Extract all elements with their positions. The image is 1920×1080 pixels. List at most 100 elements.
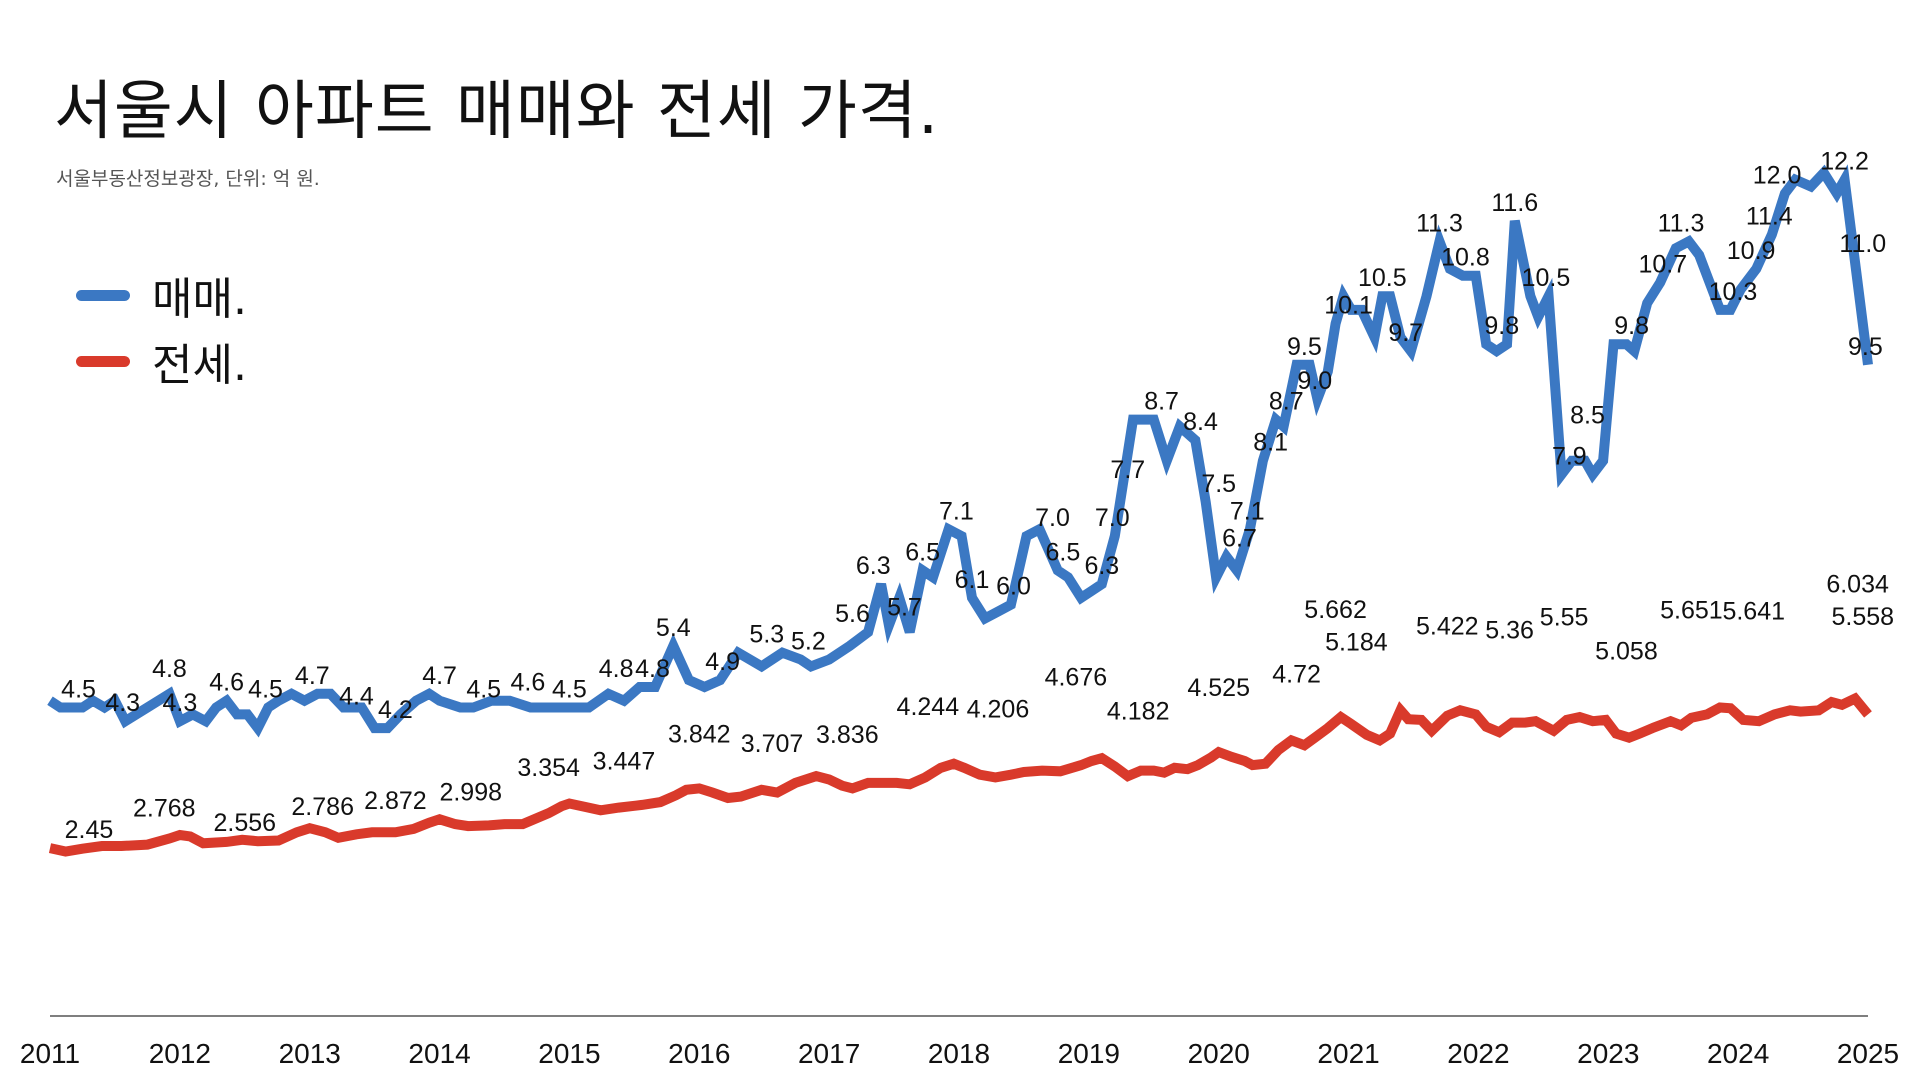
chart-title: 서울시 아파트 매매와 전세 가격.: [54, 75, 940, 149]
series-line-jeonse: [48, 692, 1872, 857]
data-label-sale: 5.7: [887, 593, 922, 621]
legend: 매매. 전세.: [76, 262, 247, 394]
data-label-jeonse: 3.354: [517, 754, 580, 782]
data-label-sale: 4.7: [422, 662, 457, 690]
data-label-sale: 4.9: [705, 648, 740, 676]
data-label-sale: 4.3: [105, 689, 140, 717]
data-label-sale: 7.7: [1110, 456, 1145, 484]
x-tick-label: 2024: [1707, 1038, 1769, 1069]
data-label-sale: 5.3: [749, 621, 784, 649]
data-label-sale: 4.5: [466, 676, 501, 704]
data-label-sale: 8.7: [1144, 388, 1179, 416]
data-label-jeonse: 4.244: [897, 693, 960, 721]
x-tick-label: 2019: [1058, 1038, 1120, 1069]
data-label-jeonse: 3.836: [816, 721, 879, 749]
data-label-jeonse: 3.447: [593, 748, 656, 776]
data-label-sale: 10.1: [1324, 292, 1373, 320]
data-label-sale: 4.4: [339, 682, 374, 710]
data-label-jeonse: 5.662: [1304, 596, 1367, 624]
data-label-sale: 10.3: [1709, 278, 1758, 306]
data-label-sale: 4.6: [510, 669, 545, 697]
data-label-sale: 4.8: [635, 655, 670, 683]
data-label-sale: 6.5: [905, 538, 940, 566]
x-tick-label: 2015: [538, 1038, 600, 1069]
data-label-jeonse: 2.998: [439, 778, 502, 806]
data-label-sale: 11.3: [1658, 209, 1705, 237]
x-tick-label: 2022: [1447, 1038, 1509, 1069]
data-label-sale: 4.3: [162, 689, 197, 717]
data-label-sale: 9.7: [1388, 319, 1423, 347]
data-label-sale: 9.8: [1614, 312, 1649, 340]
x-tick-label: 2016: [668, 1038, 730, 1069]
data-label-sale: 6.3: [856, 552, 891, 580]
data-label-jeonse: 2.872: [364, 787, 427, 815]
data-label-sale: 8.4: [1183, 408, 1218, 436]
chart-subtitle: 서울부동산정보광장, 단위: 억 원.: [56, 168, 320, 190]
data-label-sale: 6.3: [1084, 552, 1119, 580]
data-label-jeonse: 3.842: [668, 721, 731, 749]
data-label-jeonse: 5.55: [1540, 604, 1589, 632]
data-label-sale: 4.6: [209, 669, 244, 697]
data-label-sale: 12.2: [1820, 148, 1869, 176]
data-label-jeonse: 5.641: [1722, 597, 1785, 625]
data-label-sale: 7.9: [1552, 442, 1587, 470]
data-label-jeonse: 5.422: [1416, 612, 1479, 640]
data-label-sale: 10.8: [1441, 244, 1490, 272]
data-label-jeonse: 4.182: [1107, 697, 1170, 725]
data-label-sale: 7.5: [1201, 470, 1236, 498]
data-label-jeonse: 4.206: [967, 696, 1030, 724]
x-tick-label: 2012: [149, 1038, 211, 1069]
legend-label-jeonse: 전세.: [152, 340, 247, 391]
series-line-sale: [47, 164, 1873, 738]
data-label-sale: 9.0: [1297, 367, 1332, 395]
data-label-sale: 11.6: [1491, 189, 1538, 217]
legend-item-jeonse: 전세.: [76, 328, 247, 394]
data-label-sale: 9.8: [1484, 312, 1519, 340]
data-label-jeonse: 4.676: [1045, 663, 1108, 691]
data-label-sale: 6.0: [996, 573, 1031, 601]
data-label-sale: 7.0: [1095, 504, 1130, 532]
data-label-sale: 4.2: [378, 696, 413, 724]
data-label-sale: 5.6: [835, 600, 870, 628]
data-label-sale: 5.4: [656, 614, 691, 642]
data-label-sale: 10.5: [1358, 264, 1407, 292]
data-label-sale: 4.8: [599, 655, 634, 683]
data-label-sale: 11.0: [1839, 230, 1886, 258]
data-label-sale: 8.7: [1269, 388, 1304, 416]
data-label-sale: 4.7: [295, 662, 330, 690]
x-tick-label: 2017: [798, 1038, 860, 1069]
data-label-jeonse: 2.786: [291, 793, 354, 821]
data-label-jeonse: 2.556: [214, 809, 277, 837]
data-label-sale: 4.5: [552, 676, 587, 704]
data-label-sale: 7.1: [1230, 497, 1265, 525]
data-label-jeonse: 5.184: [1325, 629, 1388, 657]
data-label-jeonse: 6.034: [1826, 570, 1889, 598]
data-label-sale: 6.5: [1046, 538, 1081, 566]
data-label-sale: 6.7: [1222, 525, 1257, 553]
data-label-sale: 7.1: [939, 497, 974, 525]
data-label-sale: 11.4: [1746, 203, 1793, 231]
data-label-jeonse: 5.058: [1595, 637, 1658, 665]
data-label-jeonse: 5.558: [1832, 603, 1895, 631]
data-label-sale: 4.8: [152, 655, 187, 683]
data-label-jeonse: 2.768: [133, 794, 196, 822]
data-label-sale: 5.2: [791, 628, 826, 656]
legend-swatch-sale: [76, 289, 130, 301]
x-tick-label: 2014: [408, 1038, 470, 1069]
legend-swatch-jeonse: [76, 355, 130, 367]
legend-item-sale: 매매.: [76, 262, 247, 328]
data-label-jeonse: 4.525: [1187, 674, 1250, 702]
data-label-jeonse: 2.45: [65, 816, 114, 844]
data-label-sale: 10.9: [1727, 237, 1776, 265]
data-label-jeonse: 5.651: [1660, 597, 1723, 625]
x-tick-label: 2018: [928, 1038, 990, 1069]
data-label-sale: 4.5: [248, 676, 283, 704]
data-label-sale: 8.5: [1570, 401, 1605, 429]
data-label-sale: 9.5: [1848, 333, 1883, 361]
data-label-sale: 4.5: [61, 676, 96, 704]
data-label-sale: 8.1: [1253, 429, 1288, 457]
data-label-jeonse: 5.36: [1485, 617, 1534, 645]
data-label-sale: 11.3: [1416, 209, 1463, 237]
data-label-jeonse: 3.707: [741, 730, 804, 758]
